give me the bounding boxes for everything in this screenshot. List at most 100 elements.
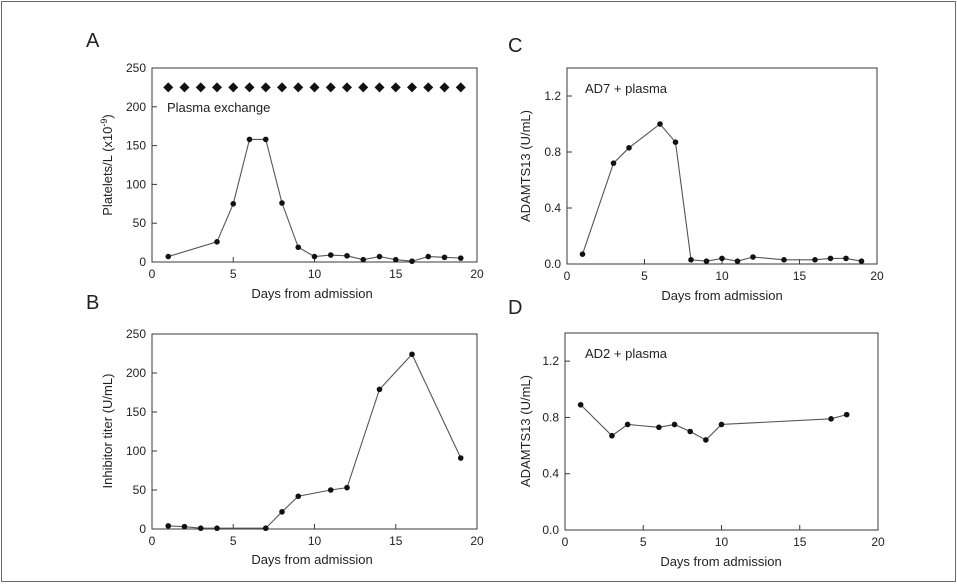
panel-c-data-point — [858, 258, 865, 265]
panel-b-ytick-label: 250 — [126, 327, 146, 341]
panel-b-data-point — [344, 484, 350, 491]
panel-a-xlabel: Days from admission — [251, 286, 372, 301]
panel-c-xtick-label: 15 — [793, 269, 807, 283]
panel-b-xtick-label: 0 — [149, 534, 156, 548]
panel-a-diamond-marker — [358, 82, 369, 93]
panel-d-data-point — [577, 401, 584, 408]
panel-b-ytick-label: 100 — [126, 444, 146, 458]
panel-b-data-point — [376, 386, 383, 393]
panel-a-data-point — [295, 244, 302, 251]
panel-letter-a: A — [86, 30, 100, 52]
panel-d: D AD2 + plasma Days from admission ADAMT… — [508, 297, 885, 569]
panel-a-diamond-marker — [325, 82, 336, 93]
panel-d-xtick-label: 15 — [793, 535, 807, 549]
panel-d-data-point — [718, 421, 725, 428]
panel-d-annotation: AD2 + plasma — [585, 346, 668, 361]
panel-c-ytick-label: 0.0 — [544, 257, 561, 271]
panel-letter-d: D — [508, 297, 522, 319]
panel-c-data-point — [781, 257, 787, 263]
panel-d-data-point — [624, 421, 631, 428]
panel-a-ylabel-main: Platelets/L (x10 — [100, 127, 115, 216]
panel-a-diamond-marker — [195, 82, 206, 93]
panel-c-annotation: AD7 + plasma — [585, 81, 668, 96]
panel-a-data-point — [409, 258, 415, 265]
panel-a-diamond-marker — [309, 82, 320, 93]
panel-d-frame — [564, 332, 879, 531]
panel-a-data-point — [165, 253, 172, 260]
panel-b-data-point — [197, 525, 204, 532]
panel-a-frame — [151, 67, 478, 263]
panel-a-data-point — [311, 253, 318, 260]
panel-a-data-point — [279, 200, 285, 206]
panel-a-annotation: Plasma exchange — [167, 100, 270, 115]
panel-c-data-point — [843, 255, 849, 262]
panel-a-diamond-marker — [342, 82, 352, 93]
panel-a-diamond-marker — [455, 82, 466, 93]
panel-a: A Plasma exchange Days from admission Pl… — [86, 30, 484, 301]
panel-c-xtick-label: 0 — [564, 269, 571, 283]
panel-a-data-point — [214, 239, 220, 245]
panel-a-xtick-label: 0 — [149, 267, 156, 281]
panel-b-data-point — [409, 351, 415, 358]
panel-a-ytick-label: 100 — [126, 177, 146, 191]
panel-a-ytick-label: 0 — [139, 255, 146, 269]
panel-b-xtick-label: 20 — [470, 534, 484, 548]
panel-b-data-point — [165, 523, 172, 529]
panel-a-series-line — [168, 138, 461, 262]
panel-b-data-point — [457, 455, 464, 461]
panel-d-xlabel: Days from admission — [660, 554, 781, 569]
panel-d-data-point — [828, 416, 834, 422]
panel-a-data-point — [230, 201, 237, 207]
panel-d-data-point — [609, 432, 615, 439]
panel-c-data-point — [657, 121, 663, 127]
panel-a-xtick-label: 10 — [308, 267, 322, 281]
panel-d-ytick-label: 0.0 — [542, 523, 559, 537]
panel-a-data-point — [441, 254, 448, 261]
panel-a-diamond-marker — [260, 82, 271, 93]
panel-c-data-point — [610, 160, 617, 166]
panel-letter-b: B — [86, 292, 99, 314]
panel-a-data-point — [246, 136, 253, 143]
panel-a-diamond-marker — [407, 82, 417, 93]
panel-a-ytick-label: 150 — [126, 139, 146, 153]
panel-a-data-point — [376, 253, 383, 260]
panel-a-ylabel: Platelets/L (x10-9) — [99, 114, 115, 215]
panel-d-ytick-label: 0.4 — [542, 467, 559, 481]
panel-c-xtick-label: 10 — [715, 269, 729, 283]
panel-a-diamond-marker — [163, 82, 174, 93]
panel-c-data-point — [734, 258, 741, 265]
panel-a-xtick-label: 20 — [470, 267, 484, 281]
panel-d-data-point — [671, 421, 678, 428]
panel-c-ytick-label: 1.2 — [544, 89, 561, 103]
panel-d-xtick-label: 10 — [715, 535, 729, 549]
panel-b-xlabel: Days from admission — [251, 552, 372, 567]
panel-d-data-point — [687, 428, 693, 435]
panel-letter-c: C — [508, 35, 522, 57]
panel-a-ytick-label: 200 — [126, 100, 146, 114]
panel-c-data-point — [812, 257, 818, 263]
panel-b-xtick-label: 15 — [389, 534, 403, 548]
panel-a-diamond-marker — [423, 82, 434, 93]
panel-c-data-point — [688, 257, 694, 263]
panel-c-plot: 0 5 10 15 20 0.0 0.4 0.8 1.2 — [544, 89, 884, 283]
panel-c-xlabel: Days from admission — [661, 288, 782, 303]
panel-a-ylabel-close: ) — [100, 114, 115, 118]
panel-c-data-point — [719, 255, 725, 262]
panel-b-ylabel: Inhibitor titer (U/mL) — [100, 374, 115, 489]
panel-c-data-point — [703, 258, 710, 265]
panel-b-ytick-label: 200 — [126, 366, 146, 380]
panel-b-data-point — [181, 523, 188, 530]
panel-d-plot: 0 5 10 15 20 0.0 0.4 0.8 1.2 — [542, 354, 885, 549]
panel-b: B Days from admission Inhibitor titer (U… — [86, 292, 484, 567]
panel-a-xtick-label: 5 — [230, 267, 237, 281]
panel-b-xtick-label: 10 — [308, 534, 322, 548]
panel-c-frame — [566, 67, 878, 265]
panel-a-diamond-marker — [390, 82, 401, 93]
panel-a-ylabel-sup: -9 — [99, 119, 109, 127]
panel-d-data-point — [703, 437, 709, 443]
panel-d-ytick-label: 0.8 — [542, 410, 559, 424]
panel-c-data-point — [827, 255, 834, 262]
panel-c-ytick-label: 0.4 — [544, 201, 561, 215]
